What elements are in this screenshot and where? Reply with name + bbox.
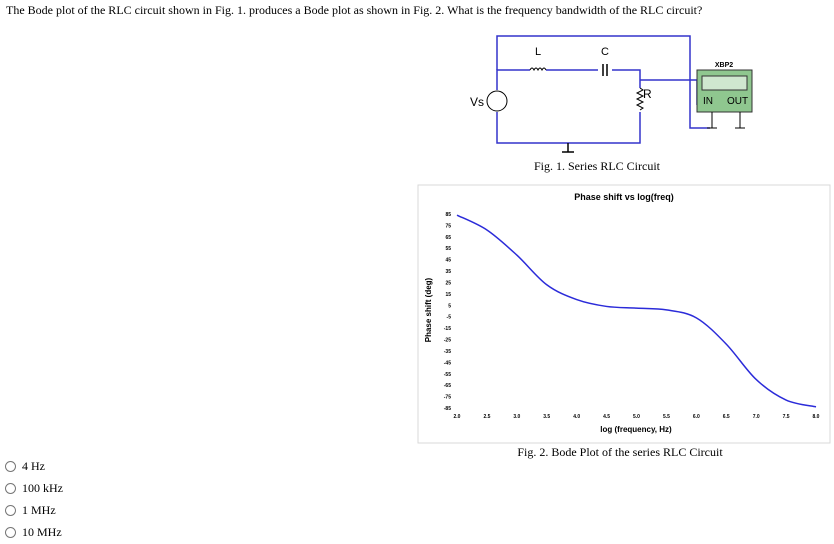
option[interactable]: 10 MHz xyxy=(5,525,62,540)
x-tick-label: 5.0 xyxy=(633,414,640,420)
x-axis-label: log (frequency, Hz) xyxy=(600,425,672,434)
y-tick-label: -5 xyxy=(447,315,452,321)
x-tick-label: 5.5 xyxy=(663,414,670,420)
option-text: 1 MHz xyxy=(22,503,56,517)
plotter-screen xyxy=(701,75,748,91)
y-tick-label: 15 xyxy=(445,292,451,298)
radio[interactable] xyxy=(5,527,16,538)
y-tick-label: -65 xyxy=(444,383,451,389)
x-tick-label: 3.5 xyxy=(543,414,550,420)
option-text: 100 kHz xyxy=(22,481,63,495)
y-tick-label: -15 xyxy=(444,326,451,332)
resistor-label: R xyxy=(643,87,652,101)
option[interactable]: 1 MHz xyxy=(5,503,56,518)
in-label: IN xyxy=(703,96,713,107)
y-tick-label: -85 xyxy=(444,406,451,412)
y-tick-label: -75 xyxy=(444,395,451,401)
option[interactable]: 4 Hz xyxy=(5,459,45,474)
circuit xyxy=(486,35,710,153)
y-tick-label: 35 xyxy=(445,269,451,275)
x-tick-label: 6.5 xyxy=(723,414,730,420)
x-tick-label: 7.5 xyxy=(783,414,790,420)
y-tick-label: 5 xyxy=(448,303,451,309)
out-label: OUT xyxy=(727,96,748,107)
inductor-label: L xyxy=(535,46,541,58)
question: The Bode plot of the RLC circuit shown i… xyxy=(6,3,703,17)
x-tick-label: 4.5 xyxy=(603,414,610,420)
y-tick-label: 45 xyxy=(445,258,451,264)
capacitor-label: C xyxy=(601,46,609,58)
radio[interactable] xyxy=(5,461,16,472)
option-text: 4 Hz xyxy=(22,459,45,473)
x-tick-label: 2.0 xyxy=(454,414,461,420)
y-axis-label: Phase shift (deg) xyxy=(424,277,433,342)
y-tick-label: 55 xyxy=(445,246,451,252)
x-tick-label: 3.0 xyxy=(513,414,520,420)
plotter-label: XBP2 xyxy=(715,62,733,69)
chart-title: Phase shift vs log(freq) xyxy=(574,192,674,202)
y-tick-label: 85 xyxy=(445,212,451,218)
x-tick-label: 4.0 xyxy=(573,414,580,420)
y-tick-label: -45 xyxy=(444,360,451,366)
phase-line xyxy=(456,214,817,408)
option-text: 10 MHz xyxy=(22,525,62,539)
x-tick-label: 7.0 xyxy=(753,414,760,420)
plotter-terminals xyxy=(707,112,745,129)
figure-caption: Fig. 1. Series RLC Circuit xyxy=(534,159,661,173)
radio[interactable] xyxy=(5,505,16,516)
option[interactable]: 100 kHz xyxy=(5,481,63,496)
source-label: Vs xyxy=(470,95,484,109)
y-tick-label: 65 xyxy=(445,235,451,241)
y-tick-label: 25 xyxy=(445,280,451,286)
y-tick-label: -35 xyxy=(444,349,451,355)
x-tick-label: 6.0 xyxy=(693,414,700,420)
y-tick-label: -55 xyxy=(444,372,451,378)
figure-caption: Fig. 2. Bode Plot of the series RLC Circ… xyxy=(517,445,723,459)
x-tick-label: 2.5 xyxy=(483,414,490,420)
y-tick-label: 75 xyxy=(445,223,451,229)
radio[interactable] xyxy=(5,483,16,494)
x-tick-label: 8.0 xyxy=(813,414,820,420)
y-tick-label: -25 xyxy=(444,338,451,344)
chart-frame xyxy=(417,184,831,444)
